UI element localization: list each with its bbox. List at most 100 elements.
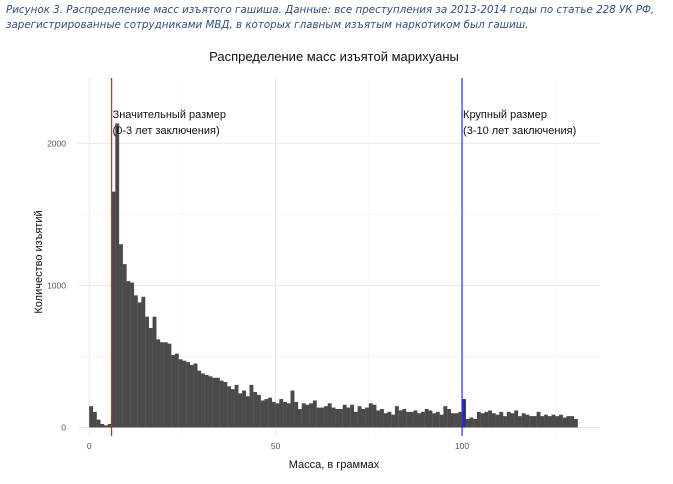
histogram-bar [189, 364, 194, 428]
histogram-bar [141, 296, 146, 428]
histogram-bar [309, 403, 314, 428]
histogram-bar [89, 406, 94, 428]
histogram-bar [432, 413, 437, 428]
histogram-bar [96, 419, 101, 428]
histogram-bar [145, 316, 149, 428]
histogram-bar [383, 413, 388, 428]
caption-line-1: Рисунок 3. Распределение масс изъятого г… [6, 4, 655, 16]
histogram-bar [331, 407, 336, 428]
histogram-bar [380, 409, 384, 428]
histogram-bar [271, 401, 276, 428]
histogram-bar [376, 410, 381, 428]
histogram-bar [137, 302, 142, 428]
histogram-bar [238, 393, 243, 428]
histogram-bar [182, 360, 187, 428]
histogram-bar [279, 399, 284, 428]
x-axis-label: Масса, в граммах [289, 459, 380, 471]
histogram-bar [435, 411, 440, 428]
histogram-bar [227, 386, 232, 428]
histogram-bar [234, 384, 239, 428]
histogram-bar [92, 411, 97, 428]
histogram-bar [290, 390, 295, 428]
histogram-bar [152, 316, 157, 428]
histogram-bar [473, 418, 478, 428]
chart-title: Распределение масс изъятой марихуаны [209, 49, 459, 64]
x-tick-label: 0 [87, 441, 92, 451]
histogram-bar [476, 411, 481, 428]
histogram-bar [316, 407, 321, 428]
histogram-bar [249, 384, 254, 428]
histogram-bar [178, 359, 183, 428]
histogram-bar [126, 281, 131, 428]
histogram-bar [320, 407, 325, 428]
histogram-bar [294, 401, 299, 428]
reference-label: Крупный размер [463, 109, 547, 121]
histogram-bar [566, 416, 571, 428]
histogram-bar [286, 403, 291, 428]
histogram-bar [275, 403, 280, 428]
histogram-bar [115, 123, 120, 428]
histogram-bar [409, 411, 414, 428]
histogram-bar [201, 373, 205, 428]
histogram-bar [357, 406, 362, 428]
histogram-bar [458, 411, 463, 428]
histogram-bar [327, 403, 332, 428]
histogram-bar [562, 417, 567, 428]
bars [89, 123, 578, 428]
histogram-bar [387, 411, 392, 428]
histogram-bar [148, 328, 153, 428]
histogram-bar [573, 418, 578, 428]
histogram-bar [521, 413, 526, 428]
histogram-bar [443, 406, 448, 428]
histogram-bar [350, 404, 355, 428]
reference-sublabel: (3-10 лет заключения) [463, 125, 576, 137]
histogram-bar [555, 416, 560, 428]
histogram-bar [402, 409, 407, 428]
histogram-bar [219, 380, 224, 428]
histogram-bar [163, 342, 168, 428]
histogram-bar [260, 400, 265, 428]
histogram-bar [365, 407, 369, 428]
reference-sublabel: (0-3 лет заключения) [113, 125, 220, 137]
histogram-bar [450, 413, 455, 428]
histogram-bar [462, 399, 466, 428]
reference-lines: Значительный размер (0-3 лет заключения) К… [110, 78, 576, 436]
histogram-bar [339, 409, 343, 428]
x-tick-label: 50 [271, 441, 281, 451]
histogram-bar [488, 410, 493, 428]
histogram-bar [424, 409, 429, 428]
histogram-bar [551, 414, 556, 428]
histogram-bar [283, 401, 287, 428]
histogram-bar [264, 399, 269, 428]
histogram-bar [394, 406, 399, 428]
histogram-bar [465, 418, 470, 428]
histogram-bar [100, 423, 105, 428]
histogram-bar [484, 411, 489, 428]
histogram-bar [540, 416, 545, 428]
histogram-bar [570, 416, 575, 428]
histogram-bar [547, 416, 552, 428]
histogram-bar [104, 425, 108, 428]
histogram-bar [372, 404, 377, 428]
histogram-bar [245, 396, 250, 428]
histogram-bar [480, 413, 485, 428]
histogram-bar [230, 389, 235, 428]
histogram-bar [186, 362, 191, 428]
histogram-bar [133, 295, 138, 428]
histogram-bar [242, 390, 246, 428]
histogram-bar [130, 282, 135, 428]
histogram-bar [368, 403, 373, 428]
histogram-bar [391, 414, 396, 428]
y-tick-label: 0 [61, 422, 66, 432]
histogram-bar [204, 374, 209, 428]
reference-label: Значительный размер [113, 109, 226, 121]
figure-caption: Рисунок 3. Распределение масс изъятого г… [6, 3, 670, 33]
histogram-bar [111, 191, 116, 428]
y-tick-label: 2000 [47, 138, 66, 148]
histogram-bar [525, 414, 530, 428]
histogram-bar [428, 410, 433, 428]
histogram-bar [398, 410, 403, 428]
histogram-bar [160, 342, 164, 428]
